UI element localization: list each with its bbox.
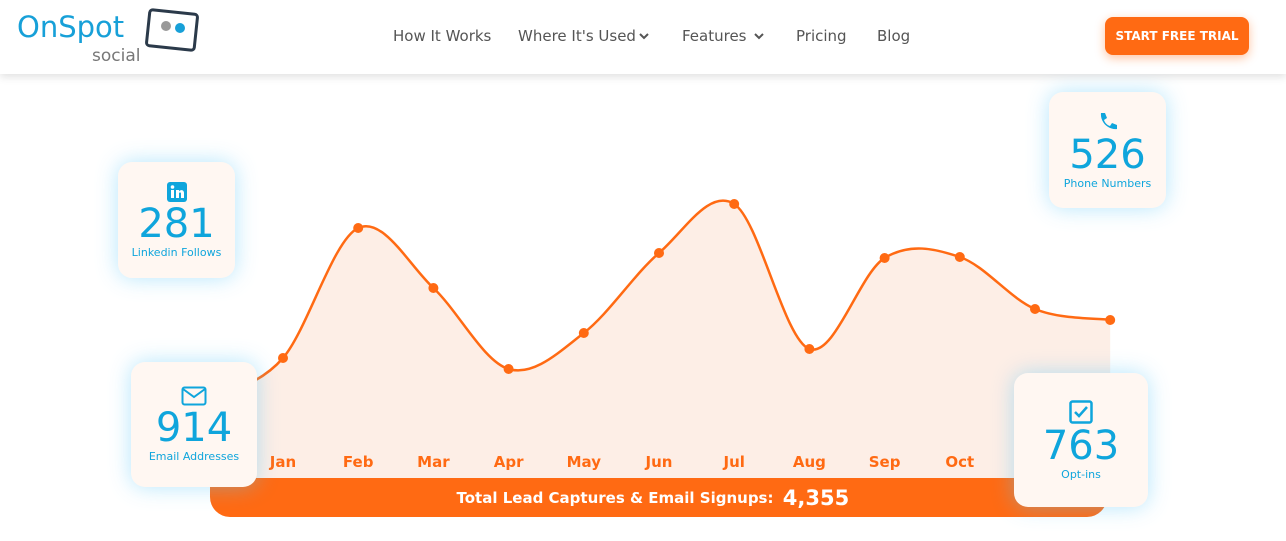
stat-value: 526 (1069, 131, 1146, 178)
point (278, 353, 288, 363)
area (210, 200, 1111, 478)
point (804, 344, 815, 354)
point (729, 199, 740, 209)
email-icon (181, 386, 207, 406)
point (578, 328, 589, 338)
point (428, 283, 439, 293)
x-tick-label: Sep (869, 453, 901, 471)
x-tick-label: Oct (945, 453, 974, 471)
logo-sub: social (92, 46, 141, 66)
nav-link[interactable]: Blog (877, 27, 911, 45)
x-tick-label: Mar (417, 453, 450, 471)
stat-card: 914 Email Addresses (131, 362, 257, 487)
check-icon (1069, 399, 1093, 424)
point (503, 364, 514, 374)
point (353, 223, 364, 233)
x-tick-label: Jul (722, 453, 744, 471)
logo-icon (145, 8, 199, 52)
point (654, 248, 664, 258)
linkedin-icon (166, 181, 187, 202)
total-banner (210, 478, 1107, 517)
nav-link[interactable]: Pricing (796, 27, 847, 45)
stat-value: 914 (155, 405, 233, 451)
x-tick-label: May (567, 453, 602, 471)
point (1030, 304, 1040, 314)
x-tick-label: Apr (494, 453, 524, 471)
phone-icon (1100, 112, 1117, 129)
total-label: Total Lead Captures & Email Signups: (457, 489, 774, 507)
logo-brand[interactable]: OnSpot (17, 10, 125, 44)
stat-card: 526 Phone Numbers (1049, 92, 1166, 208)
stat-label: Linkedin Follows (131, 245, 222, 259)
x-tick-label: Feb (343, 453, 374, 471)
total-value: 4,355 (783, 486, 849, 510)
x-tick-label: Aug (793, 453, 826, 471)
nav-link[interactable]: Where It's Used (518, 27, 636, 45)
point (879, 253, 890, 263)
stat-label: Opt-ins (1061, 467, 1101, 481)
x-tick-label: Jun (645, 453, 673, 471)
point (954, 252, 965, 262)
cta-button[interactable]: START FREE TRIAL (1105, 17, 1249, 55)
stat-value: 281 (138, 200, 215, 247)
header: OnSpot social How It Works Where It's Us… (0, 0, 1286, 74)
stat-label: Phone Numbers (1063, 176, 1152, 190)
stat-value: 763 (1042, 422, 1120, 469)
chevron (754, 33, 764, 40)
chevron (639, 33, 649, 40)
stat-label: Email Addresses (148, 450, 240, 463)
point (1105, 315, 1116, 325)
nav-link[interactable]: Features (682, 27, 747, 45)
x-tick-label: Jan (269, 453, 296, 471)
nav-link[interactable]: How It Works (393, 27, 492, 45)
stat-card: 281 Linkedin Follows (118, 162, 235, 278)
stat-card: 763 Opt-ins (1014, 373, 1148, 507)
